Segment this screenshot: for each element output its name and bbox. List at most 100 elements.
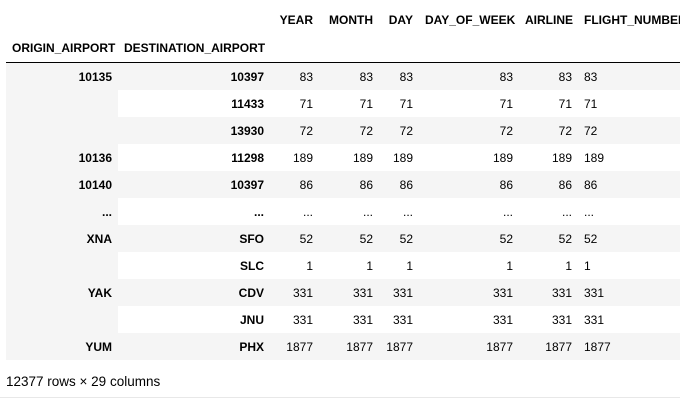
table-cell: 189: [492, 150, 513, 165]
column-header: MONTH: [329, 13, 373, 27]
row-index-origin: 10136: [6, 144, 118, 171]
index-header-row: ORIGIN_AIRPORT DESTINATION_AIRPORT: [6, 34, 680, 63]
header-spacer: [118, 6, 270, 34]
table-cell: 83: [379, 62, 419, 90]
table-cell: 331: [352, 312, 373, 327]
table-cell: 71: [299, 96, 313, 111]
row-index-destination: 11298: [231, 150, 264, 165]
table-cell: 83: [419, 62, 519, 90]
table-row: 10136 11298 189 189 189 189 189 189: [6, 144, 680, 171]
column-header: DAY_OF_WEEK: [425, 13, 516, 27]
row-index-destination: ...: [253, 204, 264, 219]
row-index-origin: [6, 117, 118, 144]
table-cell: 72: [419, 117, 519, 144]
table-cell: 1877: [270, 333, 319, 360]
table-body: 10135 10397 83 83 83 83 83 83 11433 71 71 71 71 71 71 1…: [6, 62, 680, 360]
row-index-origin: [6, 306, 118, 333]
table-cell: 86: [319, 171, 379, 198]
table-cell: 1: [406, 258, 413, 273]
table-cell: 52: [578, 225, 680, 252]
table-cell: 52: [519, 225, 578, 252]
header-spacer: [6, 6, 118, 34]
table-cell: 189: [584, 150, 605, 165]
row-index-destination: PHX: [118, 333, 270, 360]
dataframe-shape-text: 12377 rows × 29 columns: [6, 374, 161, 389]
table-row: YUM PHX 1877 1877 1877 1877 1877 1877: [6, 333, 680, 360]
table-cell: 189: [352, 150, 373, 165]
table-cell: 52: [419, 225, 519, 252]
row-index-destination: 10397: [118, 62, 270, 90]
row-index-destination: CDV: [118, 279, 270, 306]
table-cell: 71: [499, 96, 513, 111]
table-cell: 1877: [379, 333, 419, 360]
table-cell: 1: [565, 258, 572, 273]
table-cell: 83: [578, 62, 680, 90]
table-cell: 72: [519, 117, 578, 144]
column-header: DAY: [388, 13, 413, 27]
table-cell: 72: [270, 117, 319, 144]
table-cell: 83: [319, 62, 379, 90]
table-cell: 331: [584, 312, 605, 327]
table-row: JNU 331 331 331 331 331 331: [6, 306, 680, 333]
table-cell: 189: [292, 150, 313, 165]
table-row: 10140 10397 86 86 86 86 86 86: [6, 171, 680, 198]
divider: [0, 397, 680, 398]
table-cell: 1877: [519, 333, 578, 360]
table-cell: 331: [379, 279, 419, 306]
table-cell: 331: [270, 279, 319, 306]
row-index-destination: SLC: [240, 258, 264, 273]
table-cell: 1: [306, 258, 313, 273]
table-cell: 71: [399, 96, 413, 111]
row-index-origin: ...: [6, 198, 118, 225]
row-index-origin: 10140: [6, 171, 118, 198]
index-name-destination: DESTINATION_AIRPORT: [124, 41, 266, 55]
table-row: 10135 10397 83 83 83 83 83 83: [6, 62, 680, 90]
table-cell: 1: [506, 258, 513, 273]
table-cell: 1877: [319, 333, 379, 360]
table-cell: 1877: [419, 333, 519, 360]
table-cell: ...: [584, 204, 595, 219]
column-header: FLIGHT_NUMBER: [584, 13, 680, 27]
column-header: YEAR: [279, 13, 313, 27]
table-cell: 86: [519, 171, 578, 198]
column-header: AIRLINE: [525, 13, 573, 27]
table-cell: 86: [379, 171, 419, 198]
table-cell: ...: [362, 204, 373, 219]
column-header-row: YEAR MONTH DAY DAY_OF_WEEK AIRLINE FLIGH…: [6, 6, 680, 34]
table-cell: 86: [419, 171, 519, 198]
table-cell: 83: [519, 62, 578, 90]
row-index-destination: 11433: [231, 96, 264, 111]
table-cell: 331: [319, 279, 379, 306]
table-cell: 331: [292, 312, 313, 327]
table-cell: 52: [379, 225, 419, 252]
row-index-origin: [6, 90, 118, 117]
table-cell: 52: [270, 225, 319, 252]
table-row: 11433 71 71 71 71 71 71: [6, 90, 680, 117]
row-index-destination: 13930: [118, 117, 270, 144]
table-cell: 83: [270, 62, 319, 90]
table-cell: 52: [319, 225, 379, 252]
table-cell: 71: [584, 96, 598, 111]
table-cell: 71: [359, 96, 373, 111]
table-cell: 331: [578, 279, 680, 306]
table-cell: 86: [270, 171, 319, 198]
row-index-origin: XNA: [6, 225, 118, 252]
table-cell: 331: [519, 279, 578, 306]
table-cell: 86: [578, 171, 680, 198]
table-cell: 71: [558, 96, 572, 111]
table-cell: 72: [379, 117, 419, 144]
table-cell: 331: [492, 312, 513, 327]
table-cell: ...: [502, 204, 513, 219]
table-row: ........................: [6, 198, 680, 225]
table-cell: 331: [392, 312, 413, 327]
row-index-destination: JNU: [239, 312, 264, 327]
row-index-destination: SFO: [118, 225, 270, 252]
row-index-origin: 10135: [6, 62, 118, 90]
index-name-origin: ORIGIN_AIRPORT: [12, 41, 116, 55]
table-cell: ...: [402, 204, 413, 219]
table-cell: 189: [392, 150, 413, 165]
table-cell: 1: [584, 258, 591, 273]
row-index-origin: YAK: [6, 279, 118, 306]
table-cell: 72: [578, 117, 680, 144]
dataframe-container: YEAR MONTH DAY DAY_OF_WEEK AIRLINE FLIGH…: [6, 6, 680, 360]
